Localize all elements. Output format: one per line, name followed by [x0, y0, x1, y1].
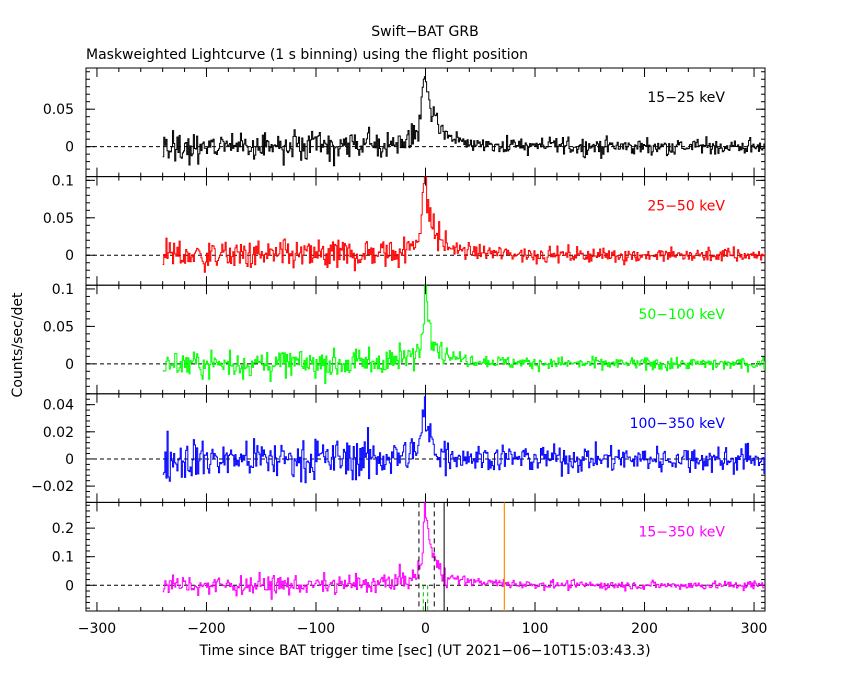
- x-tick-label: −200: [187, 621, 225, 637]
- band-label: 100−350 keV: [630, 416, 726, 432]
- lightcurve-series: [162, 176, 765, 273]
- y-tick-label: 0: [65, 452, 74, 468]
- x-axis: −300 −200 −100 0 100 200 300: [78, 621, 768, 637]
- lightcurve-series: [162, 502, 765, 600]
- panel-frame: [85, 67, 766, 178]
- x-axis-label: Time since BAT trigger time [sec] (UT 20…: [198, 643, 650, 659]
- y-tick-label: 0: [65, 140, 74, 156]
- x-tick-label: −100: [297, 621, 335, 637]
- x-tick-label: 0: [421, 621, 430, 637]
- lightcurve-series: [162, 396, 765, 484]
- y-axis-label: Counts/sec/det: [10, 292, 26, 397]
- y-tick-label: 0: [65, 248, 74, 264]
- panel-frame: [85, 176, 766, 286]
- band-label: 25−50 keV: [647, 199, 725, 215]
- y-tick-label: 0.1: [52, 550, 74, 566]
- y-tick-label: 0.1: [52, 173, 74, 189]
- panel-frame: [85, 284, 766, 395]
- y-tick-label: 0.05: [43, 319, 74, 335]
- x-tick-label: −300: [78, 621, 116, 637]
- y-tick-label: 0.1: [52, 282, 74, 298]
- lightcurve-series: [162, 76, 765, 167]
- y-tick-label: 0.05: [43, 102, 74, 118]
- lightcurve-series: [162, 285, 765, 385]
- chart-title: Swift−BAT GRB: [371, 24, 478, 40]
- panel-1: 0 0.05 15−25 keV: [43, 67, 766, 178]
- band-label: 15−350 keV: [638, 524, 725, 540]
- y-tick-label: 0.05: [43, 211, 74, 227]
- y-tick-label: 0: [65, 578, 74, 594]
- y-tick-label: 0.02: [43, 425, 74, 441]
- panel-2: 0 0.05 0.1 25−50 keV: [43, 173, 766, 286]
- y-tick-label: −0.02: [31, 479, 74, 495]
- x-tick-label: 200: [631, 621, 658, 637]
- y-tick-label: 0.2: [52, 521, 74, 537]
- panel-4: −0.02 0 0.02 0.04 100−350 keV: [31, 393, 766, 503]
- chart-subtitle: Maskweighted Lightcurve (1 s binning) us…: [86, 47, 528, 63]
- x-tick-label: 300: [741, 621, 768, 637]
- band-label: 50−100 keV: [638, 307, 725, 323]
- x-tick-label: 100: [522, 621, 549, 637]
- panel-frame: [85, 501, 766, 612]
- y-tick-label: 0.04: [43, 398, 74, 414]
- panels-group: 0 0.05 15−25 keV 0 0.05 0.1 25−50 keV 0 0.05 0.1 5…: [31, 67, 766, 612]
- panel-5: 0 0.1 0.2 15−350 keV: [52, 501, 766, 612]
- y-tick-label: 0: [65, 357, 74, 373]
- panel-3: 0 0.05 0.1 50−100 keV: [43, 282, 766, 395]
- band-label: 15−25 keV: [647, 90, 725, 106]
